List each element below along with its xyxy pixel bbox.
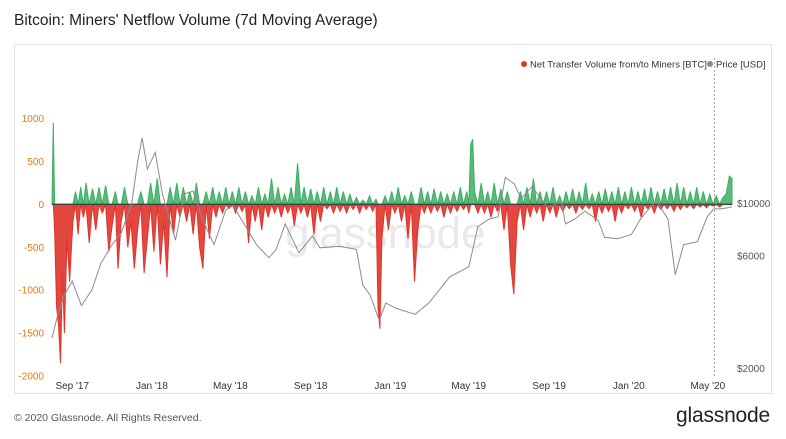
y-tick-label: -1500: [18, 329, 44, 340]
y-tick-label: -1000: [18, 286, 44, 297]
x-tick-label: Sep '18: [294, 381, 328, 392]
y2-tick-label: $10000: [737, 199, 771, 210]
x-tick-label: Jan '20: [613, 381, 645, 392]
chart-frame: [14, 44, 772, 394]
x-tick-label: May '19: [451, 381, 486, 392]
price-line: [51, 137, 733, 339]
legend: Net Transfer Volume from/to Miners [BTC]…: [521, 60, 766, 71]
y-tick-label: 500: [27, 157, 44, 168]
x-axis: Sep '17 Jan '18 May '18 Sep '18 Jan '19 May '…: [55, 381, 725, 392]
x-tick-label: Sep '17: [55, 381, 89, 392]
y-tick-label: 0: [38, 200, 44, 211]
price-series: [51, 58, 733, 376]
x-tick-label: Jan '18: [136, 381, 168, 392]
legend-price-dot: [707, 61, 713, 67]
right-axis: $10000 $6000 $2000: [737, 199, 771, 375]
left-axis: 1000 500 0 -500 -1000 -1500 -2000: [18, 114, 44, 382]
x-tick-label: May '20: [690, 381, 725, 392]
netflow-positive-area: [51, 122, 733, 207]
glassnode-logo: glassnode: [676, 404, 770, 427]
y2-tick-label: $2000: [737, 364, 765, 375]
x-tick-label: Jan '19: [374, 381, 406, 392]
netflow-negative-area: [52, 202, 732, 364]
x-tick-label: May '18: [213, 381, 248, 392]
x-tick-label: Sep '19: [532, 381, 566, 392]
y-tick-label: 1000: [22, 114, 45, 125]
legend-price-label: Price [USD]: [716, 60, 766, 71]
y-tick-label: -500: [24, 243, 44, 254]
legend-netflow-dot: [521, 61, 527, 67]
legend-netflow-label: Net Transfer Volume from/to Miners [BTC]: [530, 60, 707, 71]
chart-title: Bitcoin: Miners' Netflow Volume (7d Movi…: [14, 12, 378, 29]
y2-tick-label: $6000: [737, 252, 765, 263]
copyright-text: © 2020 Glassnode. All Rights Reserved.: [14, 412, 202, 424]
y-tick-label: -2000: [18, 372, 44, 383]
watermark-text: glassnode: [285, 209, 486, 258]
